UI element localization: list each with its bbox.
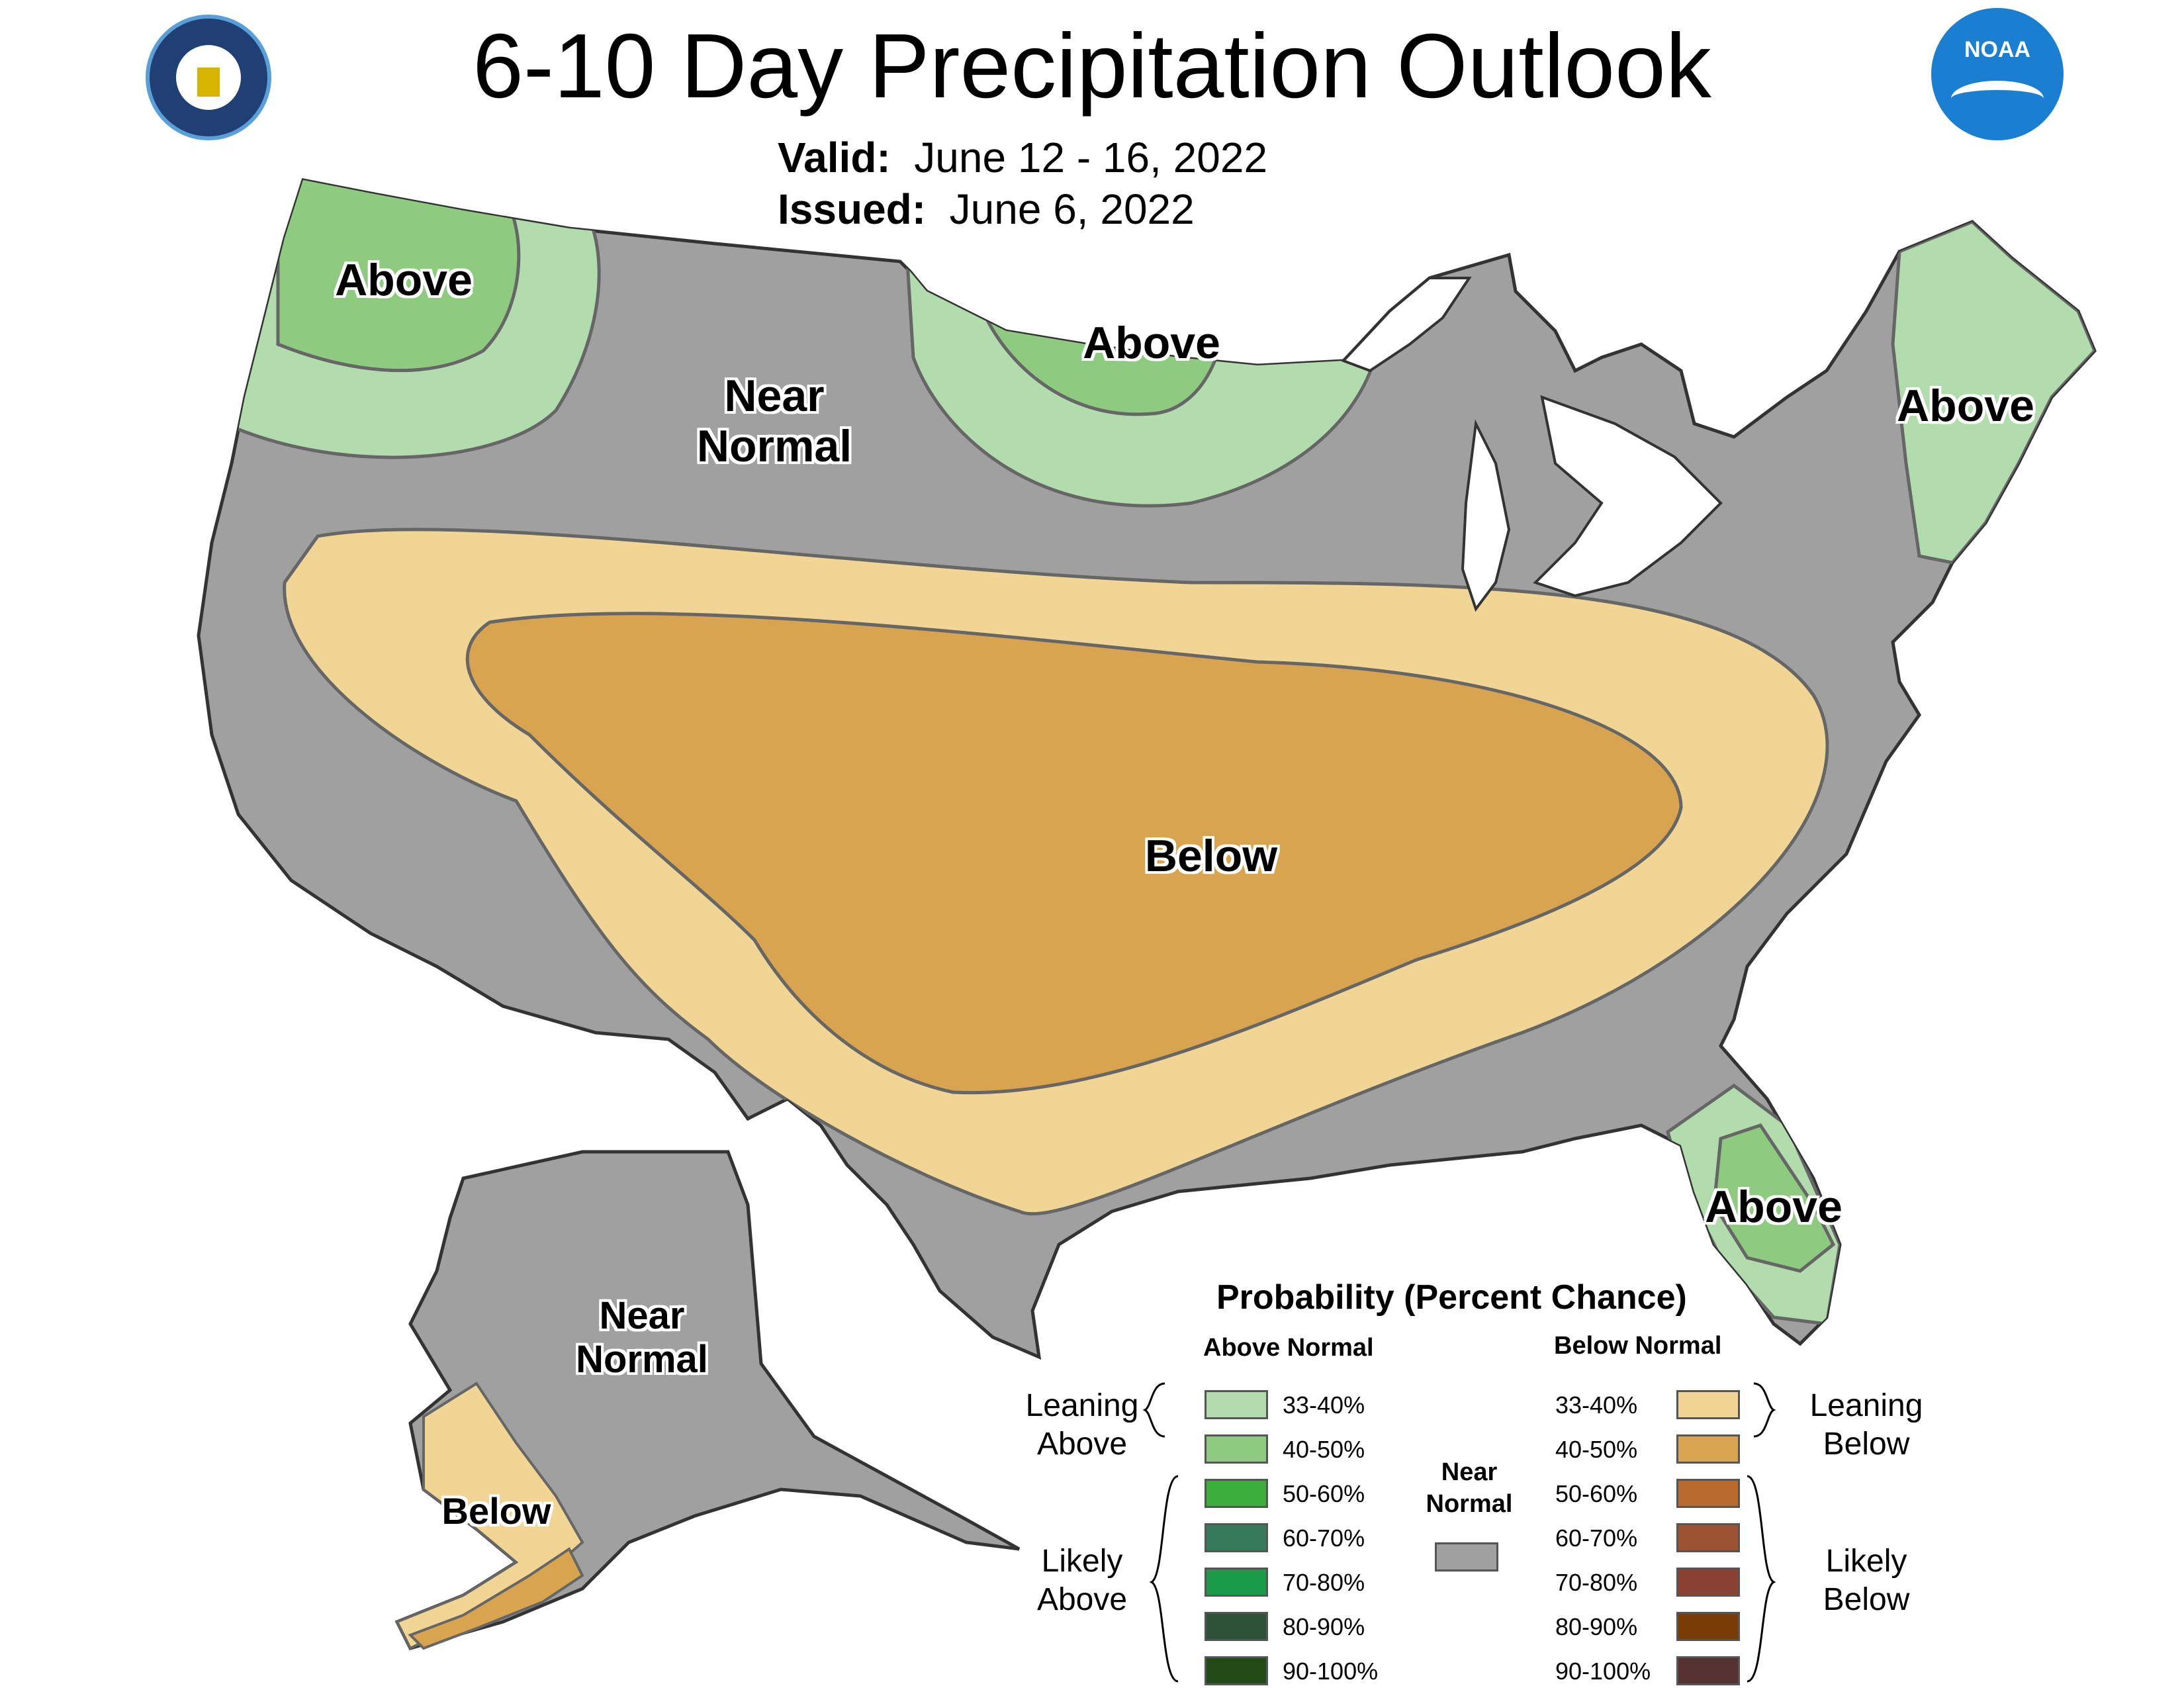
- above-swatch-2: [1205, 1479, 1268, 1508]
- issued-line: Issued: June 6, 2022: [778, 184, 1195, 234]
- below-swatch-1: [1676, 1434, 1740, 1464]
- legend-near-normal-swatch: [1435, 1542, 1498, 1571]
- below-swatch-2: [1676, 1479, 1740, 1508]
- legend-near-normal-label: Near Normal: [1426, 1458, 1513, 1518]
- below-pct-label-3: 60-70%: [1555, 1524, 1638, 1552]
- label-near-normal-west: Near Normal: [696, 371, 852, 471]
- above-swatch-3: [1205, 1523, 1268, 1552]
- above-pct-label-3: 60-70%: [1283, 1524, 1365, 1552]
- below-swatch-3: [1676, 1523, 1740, 1552]
- above-pct-label-2: 50-60%: [1283, 1480, 1365, 1507]
- below-pct-label-0: 33-40%: [1555, 1391, 1638, 1419]
- commerce-seal-logo: [146, 15, 271, 140]
- label-central-below: Below: [1144, 831, 1278, 881]
- legend-likely-below: Likely Below: [1823, 1544, 1910, 1617]
- below-pct-label-4: 70-80%: [1555, 1569, 1638, 1596]
- above-pct-label-0: 33-40%: [1283, 1391, 1365, 1419]
- legend-leaning-below: Leaning Below: [1809, 1388, 1923, 1462]
- lake-superior: [1341, 277, 1472, 373]
- below-swatch-4: [1676, 1568, 1740, 1597]
- below-swatch-5: [1676, 1612, 1740, 1641]
- below-pct-label-1: 40-50%: [1555, 1436, 1638, 1463]
- florida-above-40-50: [1712, 1123, 1836, 1273]
- legend-above-header: Above Normal: [1203, 1334, 1374, 1362]
- above-pct-label-5: 80-90%: [1283, 1613, 1365, 1640]
- legend-below-header: Below Normal: [1554, 1332, 1722, 1360]
- commerce-seal-shield: [197, 68, 220, 97]
- legend-leaning-above: Leaning Above: [1025, 1388, 1139, 1462]
- label-pacific-nw: Above: [335, 255, 473, 305]
- lake-michigan: [1461, 419, 1511, 612]
- pacific-northwest-above-40-50: [276, 180, 521, 373]
- noaa-logo-text: NOAA: [1964, 37, 2031, 62]
- above-pct-label-4: 70-80%: [1283, 1569, 1365, 1596]
- page-title: 6-10 Day Precipitation Outlook: [473, 15, 1711, 117]
- label-alaska-near-normal: Near Normal: [576, 1294, 708, 1381]
- below-pct-label-5: 80-90%: [1555, 1613, 1638, 1640]
- valid-value: June 12 - 16, 2022: [914, 134, 1268, 181]
- below-swatch-0: [1676, 1390, 1740, 1419]
- alaska-below-40-50: [408, 1547, 584, 1650]
- above-swatch-5: [1205, 1612, 1268, 1641]
- issued-label: Issued:: [778, 185, 927, 233]
- above-pct-label-6: 90-100%: [1283, 1658, 1379, 1685]
- above-pct-label-1: 40-50%: [1283, 1436, 1365, 1463]
- below-pct-label-6: 90-100%: [1555, 1658, 1651, 1685]
- legend-brackets: [1142, 1382, 1776, 1683]
- above-swatch-4: [1205, 1568, 1268, 1597]
- above-swatch-6: [1205, 1656, 1268, 1685]
- below-pct-label-2: 50-60%: [1555, 1480, 1638, 1507]
- new-england-leaning-above: [1891, 220, 2095, 565]
- above-swatch-1: [1205, 1434, 1268, 1464]
- label-florida: Above: [1705, 1182, 1843, 1232]
- valid-label: Valid:: [778, 134, 891, 181]
- label-alaska-below: Below: [441, 1490, 551, 1532]
- above-swatch-0: [1205, 1390, 1268, 1419]
- label-new-england: Above: [1897, 381, 2034, 431]
- valid-line: Valid: June 12 - 16, 2022: [778, 132, 1267, 183]
- central-us-below-40-50: [465, 612, 1683, 1095]
- label-upper-midwest: Above: [1083, 318, 1220, 368]
- below-swatch-6: [1676, 1656, 1740, 1685]
- legend-likely-above: Likely Above: [1036, 1544, 1128, 1617]
- legend-title: Probability (Percent Chance): [1216, 1278, 1687, 1317]
- lake-huron-erie: [1533, 395, 1723, 598]
- noaa-logo: NOAA: [1931, 8, 2064, 140]
- issued-value: June 6, 2022: [949, 185, 1195, 233]
- noaa-bird-icon: [1951, 81, 2044, 117]
